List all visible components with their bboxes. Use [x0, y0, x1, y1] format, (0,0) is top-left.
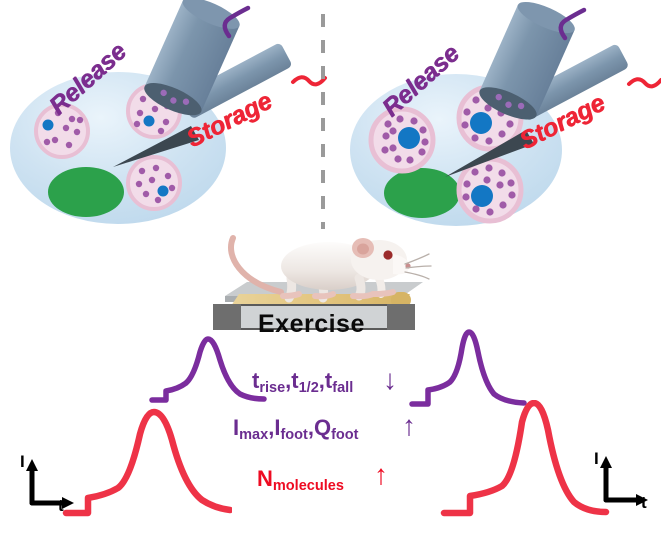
i-foot: Ifoot	[274, 415, 308, 444]
trace-purple-left	[149, 336, 267, 403]
mouse-ear-inner	[357, 243, 369, 255]
treadmill-base-right-block	[387, 304, 415, 330]
comma: ,	[285, 368, 292, 393]
mouse-mid-foot	[312, 291, 336, 300]
nucleus	[48, 167, 124, 217]
vesicle	[34, 103, 90, 159]
mouse-front-foot-2	[370, 289, 396, 297]
amplitude-up-arrow: ↑	[402, 410, 416, 441]
kinetics-down-arrow: ↓	[383, 364, 397, 395]
vesicle	[456, 156, 524, 224]
release-wire	[558, 7, 587, 41]
storage-wire	[291, 75, 327, 87]
storage-electrode	[181, 43, 291, 118]
mouse-whiskers	[404, 253, 432, 280]
y-axis-label-left: I	[20, 452, 25, 471]
q-foot: Qfoot	[313, 415, 359, 444]
mouse-snout	[393, 254, 410, 275]
amplitude-parameters: Imax,Ifoot,Qfoot	[233, 415, 359, 443]
molecules-up-arrow: ↑	[374, 459, 388, 490]
trace-red-left	[62, 408, 232, 517]
axes-right	[600, 456, 648, 506]
trace-red-right	[440, 400, 610, 517]
vesicle	[126, 155, 182, 211]
exercise-label: Exercise	[258, 310, 365, 338]
comma: ,	[268, 415, 275, 440]
mouse-tail	[228, 235, 284, 295]
exercise-illustration	[213, 235, 432, 330]
needle	[445, 130, 534, 177]
treadmill-base-left-block	[213, 304, 241, 330]
needle	[113, 126, 199, 167]
nucleus	[384, 168, 460, 218]
storage-wire	[627, 77, 661, 89]
x-axis-label-right: t	[641, 493, 647, 512]
t-half: t1/2	[291, 368, 319, 397]
n-molecules: Nmolecules	[257, 466, 344, 495]
mouse-front-foot	[350, 291, 376, 300]
treadmill-base-inner	[239, 306, 389, 328]
release-wire	[222, 5, 251, 39]
comma: ,	[318, 368, 325, 393]
y-axis-label-right: I	[594, 449, 599, 468]
axes-left	[26, 459, 74, 509]
comma: ,	[307, 415, 314, 440]
right-panel-illustration	[350, 1, 661, 226]
storage-electrode	[516, 44, 628, 120]
x-axis-label-left: t	[58, 496, 64, 515]
t-rise: trise	[252, 368, 286, 397]
i-max: Imax	[233, 415, 269, 444]
left-panel-illustration	[10, 0, 327, 224]
molecules-parameter: Nmolecules	[257, 466, 344, 494]
t-fall: tfall	[324, 368, 354, 397]
mouse-hind-foot	[280, 291, 302, 299]
release-electrode	[144, 0, 240, 116]
mouse-eye	[383, 250, 393, 260]
trace-purple-right	[409, 329, 527, 407]
panel-divider	[321, 14, 325, 229]
vesicle	[368, 106, 436, 174]
kinetics-parameters: trise,t1/2,tfall	[252, 368, 353, 396]
